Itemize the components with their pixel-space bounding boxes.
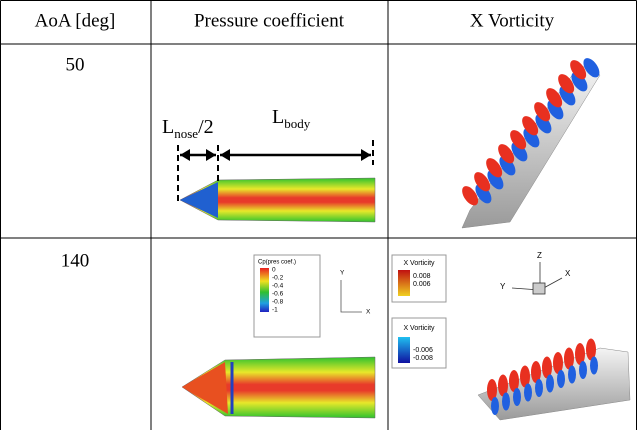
vortex — [531, 361, 541, 383]
vortex — [498, 374, 508, 397]
vortex — [579, 361, 587, 379]
label-main: L — [162, 116, 174, 138]
label-sub: nose — [174, 126, 198, 141]
legend-level: -0.006 — [413, 347, 433, 354]
vortex — [570, 60, 587, 80]
nose-label: Lnose/2 — [162, 116, 214, 141]
vortex — [474, 172, 491, 192]
vortex — [499, 156, 516, 176]
legend-level: 0.008 — [413, 273, 431, 280]
vortex — [491, 397, 499, 415]
vortex — [542, 356, 552, 379]
color-bar — [260, 268, 269, 312]
axis-label: X — [565, 269, 571, 278]
vortex — [547, 100, 564, 120]
vortex — [558, 74, 575, 94]
label-sub: body — [284, 116, 311, 131]
vortex — [502, 392, 510, 411]
axis-label: Y — [500, 282, 506, 291]
vortex — [487, 379, 497, 401]
vortex — [535, 379, 543, 397]
legend-title: X Vorticity — [403, 260, 435, 267]
header-cell: AoA [deg] — [35, 10, 116, 31]
vortex — [568, 365, 576, 384]
vortex — [523, 128, 540, 148]
vortex — [511, 142, 528, 162]
body-label: Lbody — [272, 106, 311, 131]
label-suffix: /2 — [198, 116, 214, 138]
aoa-cell: 140 — [61, 250, 90, 271]
legend-level: -0.008 — [413, 355, 433, 362]
vortex — [513, 388, 521, 406]
legend-level: -0.2 — [272, 275, 284, 282]
legend-level: 0.006 — [413, 281, 431, 288]
missile-nose — [182, 362, 228, 414]
arrow-head — [206, 149, 216, 161]
vortex — [522, 116, 539, 136]
axis-label: X — [366, 309, 371, 316]
vortex — [498, 144, 515, 164]
vortex — [475, 184, 492, 204]
legend-title: Cp(pres coef.) — [258, 260, 296, 266]
legend-level: -0.4 — [272, 283, 284, 290]
axis-label: Z — [537, 251, 542, 260]
vortex — [509, 370, 519, 392]
vortex — [510, 130, 527, 150]
vortex — [586, 338, 596, 361]
vortex — [583, 58, 600, 78]
legend-level: -1 — [272, 307, 278, 314]
vortex — [534, 102, 551, 122]
vortex — [564, 347, 574, 370]
vortex — [487, 170, 504, 190]
missile-body — [181, 356, 376, 419]
aoa-cell: 50 — [66, 54, 85, 75]
vortex — [571, 72, 588, 92]
vortex — [546, 374, 554, 393]
vortex — [553, 352, 563, 374]
cp-figure-50: Lnose/2 Lbody — [162, 106, 376, 223]
axis-label: Y — [340, 270, 345, 277]
legend-level: -0.8 — [272, 299, 284, 306]
vortex — [486, 158, 503, 178]
vortex — [559, 86, 576, 106]
vortex — [557, 370, 565, 388]
color-bar — [398, 337, 410, 363]
legend-title: X Vorticity — [403, 325, 435, 332]
vortex — [575, 343, 585, 365]
vortex — [462, 186, 479, 206]
legend-level: -0.6 — [272, 291, 284, 298]
vortex — [535, 114, 552, 134]
vorticity-figure-50 — [461, 58, 601, 229]
arrow-head — [180, 149, 190, 161]
color-bar — [398, 270, 410, 296]
legend-level: 0 — [272, 267, 276, 274]
vortex — [546, 88, 563, 108]
axis-triad — [511, 262, 563, 295]
axis-triad — [340, 280, 362, 313]
header-cell: Pressure coefficient — [194, 10, 345, 31]
vortex — [524, 383, 532, 402]
cp-figure-140: Cp(pres coef.) 0 -0.2 -0.4 -0.6 -0.8 -1 … — [181, 254, 376, 419]
arrow-head — [361, 149, 371, 161]
label-main: L — [272, 106, 284, 128]
vortex — [520, 365, 530, 388]
arrow-head — [220, 149, 230, 161]
vortex — [590, 356, 598, 375]
missile-body — [179, 177, 376, 223]
vorticity-figure-140: X Vorticity 0.008 0.006 X Vorticity -0.0… — [391, 251, 631, 421]
missile-nose — [180, 182, 218, 218]
header-cell: X Vorticity — [470, 10, 555, 31]
